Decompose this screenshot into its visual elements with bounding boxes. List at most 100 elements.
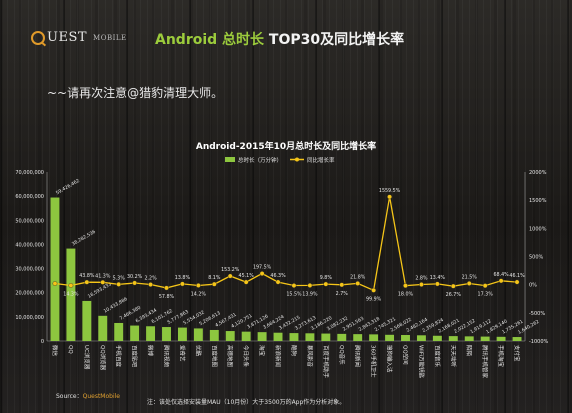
x-tick-label: 酷狗 [290,345,298,357]
logo-mobile-text: MOBILE [93,33,127,42]
y-left-tick-label: 30,000,000 [15,267,44,273]
growth-point [164,285,169,291]
growth-point [211,281,217,287]
x-tick-label: 高德地图 [226,345,234,368]
growth-point [403,283,408,289]
bar [369,334,379,341]
slide-title-highlight: Android 总时长 [155,32,265,48]
growth-point [355,281,361,286]
growth-point [466,281,472,286]
growth-point [100,279,106,285]
x-tick-label: 暴风影音 [306,345,314,368]
chart-title: Android-2015年10月总时长及同比增长率 [196,140,376,152]
x-tick-label: 天天动听 [449,345,457,368]
x-tick-label: 百度音乐 [433,345,441,368]
growth-value-label: 14.3% [63,291,79,297]
y-left-tick-label: 60,000,000 [15,194,44,200]
x-tick-label: 陌陌 [465,345,473,357]
bar [385,334,395,341]
x-tick-label: 淘宝 [258,345,266,357]
source-line: Source：QuestMobile [56,391,120,400]
bar-value-label: 59,426,462 [55,178,81,196]
y-right-tick-label: 500% [529,255,544,261]
bar [50,197,60,341]
x-tick-label: 360手机卫士 [370,345,378,378]
growth-value-label: 14.2% [191,291,207,297]
y-left-tick-label: 70,000,000 [15,170,44,176]
growth-point [291,283,297,288]
growth-value-label: 2.7% [336,291,349,297]
bar-value-label: 16,593,433 [87,281,113,299]
bar [98,315,108,341]
bar [146,326,156,341]
source-label: Source： [56,393,83,400]
growth-point [227,273,233,279]
growth-point [68,283,74,288]
bar [416,335,426,341]
x-tick-label: QQ浏览器 [99,345,107,371]
legend-bar-swatch [225,157,235,162]
growth-point [307,283,313,288]
growth-point [275,279,281,285]
logo-uest-text: UEST [47,30,88,45]
growth-point [132,280,138,286]
x-tick-label: 百度地图 [210,345,218,368]
growth-value-label: 21.8% [350,274,366,280]
growth-value-label: 18.0% [398,292,414,298]
growth-point [180,281,185,287]
x-tick-label: 腾讯手机管家 [481,345,489,379]
growth-point [498,278,504,284]
x-tick-label: 百度手机助手 [322,345,330,379]
bar [480,336,490,341]
growth-value-label: 15.5% [286,292,302,298]
growth-value-label: 197.5% [253,265,272,271]
questmobile-logo: UEST MOBILE [31,30,127,45]
growth-value-label: 46.3% [270,273,286,279]
bar [448,336,458,341]
x-tick-label: WiFi万能钥匙 [417,345,425,379]
bar [241,331,251,341]
x-tick-label: 手机淘宝 [497,345,505,368]
legend-bar-label: 总时长（万分钟） [238,156,282,164]
growth-value-label: 21.5% [462,274,478,280]
growth-point [482,283,488,289]
growth-value-label: 68.4% [493,272,509,278]
growth-value-label: 30.2% [127,274,143,280]
growth-value-label: 57.8% [159,294,175,300]
slide-title-rest: TOP30及同比增长率 [264,32,405,48]
bar [305,333,315,341]
bar [401,335,410,341]
growth-point [387,194,392,200]
bar [512,337,522,341]
bar [177,327,187,341]
growth-value-label: 13.9% [302,291,318,297]
y-right-tick-label: 0% [529,283,537,289]
growth-value-label: 43.8% [79,273,95,279]
growth-point [195,283,201,288]
growth-line [54,196,518,292]
growth-value-label: 13.8% [175,275,191,281]
y-left-tick-label: 20,000,000 [15,291,44,297]
bar [130,325,140,341]
growth-value-label: 153.2% [221,267,240,273]
bar [464,336,474,341]
growth-point [148,282,153,287]
x-tick-label: 爱奇艺 [178,345,186,362]
growth-value-label: 13.4% [430,275,446,281]
y-right-tick-label: 1000% [529,226,547,232]
growth-value-label: 1559.5% [379,188,401,194]
bar [289,333,299,341]
y-left-tick-label: 0 [41,339,44,345]
growth-value-label: 46.1% [509,273,525,279]
slide-subtitle: ~~请再次注意@猎豹清理大师。 [47,86,224,100]
growth-value-label: 9.8% [320,275,333,281]
bar [273,332,283,341]
y-right-tick-label: 1500% [529,198,547,204]
x-tick-label: QQ空间 [402,345,410,365]
y-left-tick-label: 10,000,000 [15,315,44,321]
bar-value-label: 38,282,536 [71,229,97,247]
x-tick-label: 腾讯视频 [163,345,171,368]
growth-value-label: 8.1% [208,275,221,281]
